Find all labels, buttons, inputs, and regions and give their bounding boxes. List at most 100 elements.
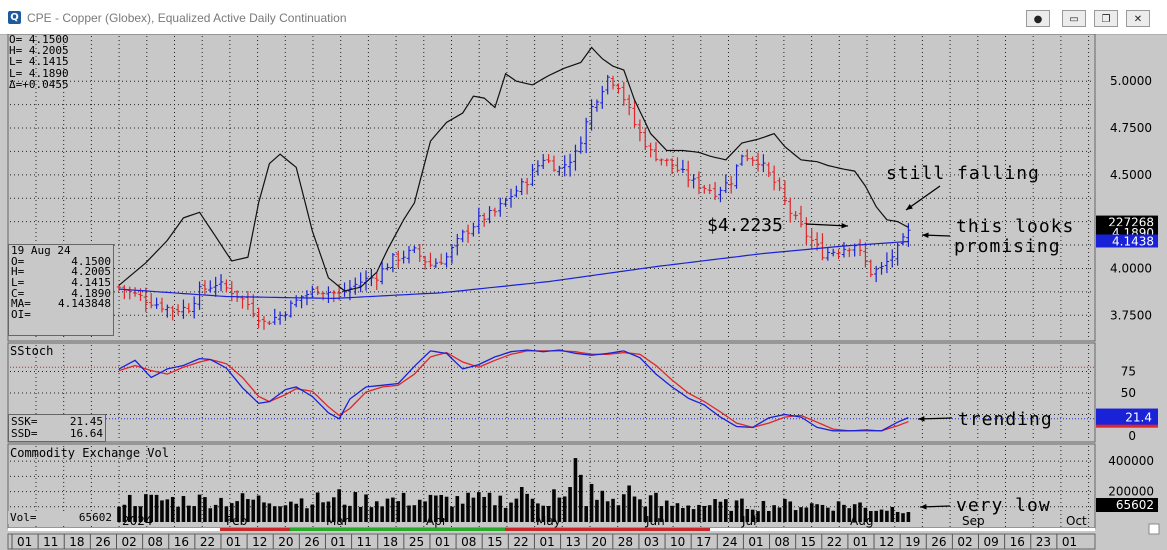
volume-tick-label: 400000 <box>1108 454 1154 468</box>
volume-bar <box>337 489 341 522</box>
day-label: 01 <box>17 535 32 549</box>
day-label: 28 <box>618 535 633 549</box>
price-badge <box>1096 215 1158 229</box>
day-label: 08 <box>775 535 790 549</box>
volume-bar <box>503 507 508 522</box>
volume-bar <box>670 505 674 522</box>
volume-bar <box>809 503 814 522</box>
volume-bar <box>895 511 900 522</box>
month-label: Feb <box>226 514 247 528</box>
volume-bar <box>627 485 631 522</box>
price-bars <box>116 74 911 330</box>
volume-bar <box>315 492 320 522</box>
info-label: O= <box>11 254 25 268</box>
volume-bar <box>729 510 733 522</box>
month-label: Sep <box>962 514 985 528</box>
volume-bar <box>761 500 766 522</box>
volume-bar <box>127 494 132 522</box>
volume-bar <box>498 495 503 522</box>
stoch-tick-label: 50 <box>1121 386 1136 400</box>
annotation-arrows <box>805 185 953 510</box>
volume-bar <box>777 507 782 522</box>
volume-bar <box>589 483 594 522</box>
volume-bar <box>863 507 868 522</box>
annotation-still-falling: still falling <box>886 163 1040 184</box>
volume-bar <box>557 497 562 522</box>
info-value: 4.1415 <box>71 276 111 290</box>
volume-bar <box>369 507 374 522</box>
volume-bars <box>117 458 911 522</box>
readout-line: O= 4.1500 <box>9 33 69 46</box>
volume-bar <box>573 458 578 522</box>
restore-button[interactable]: ❐ <box>1094 10 1118 27</box>
stoch-row: SSD= 16.64 <box>11 428 103 440</box>
day-label: 11 <box>357 535 372 549</box>
volume-bar <box>289 501 293 522</box>
volume-bar <box>648 495 653 522</box>
annotation-arrow <box>805 223 849 227</box>
month-color-band <box>8 528 220 531</box>
info-row: OI= <box>11 309 111 321</box>
stoch-badge-label: 21.4 <box>1125 411 1152 425</box>
dot-button[interactable]: ● <box>1026 10 1050 27</box>
volume-bar <box>681 507 685 522</box>
app-icon: Q <box>8 11 21 24</box>
stoch-badge-k <box>1096 408 1158 427</box>
minimize-button[interactable]: ▭ <box>1062 10 1086 27</box>
readout-line: H= 4.2005 <box>9 44 69 58</box>
volume-bar <box>686 505 691 522</box>
volume-bar <box>772 505 776 522</box>
chart-canvas[interactable]: 5.00004.75004.50004.00003.75002272684.18… <box>0 34 1167 550</box>
volume-bar <box>546 505 551 522</box>
volume-bar <box>659 506 664 522</box>
volume-bar <box>450 506 454 522</box>
volume-bar <box>509 502 513 522</box>
volume-bar <box>122 504 127 522</box>
month-color-band <box>710 528 1095 531</box>
volume-bar <box>906 512 911 522</box>
day-label: 13 <box>566 535 581 549</box>
volume-bar <box>621 494 626 522</box>
volume-bar <box>793 510 798 522</box>
month-label: Oct <box>1066 514 1087 528</box>
day-label: 01 <box>853 535 868 549</box>
volume-bar <box>697 504 701 522</box>
day-label: 20 <box>592 535 607 549</box>
volume-bar <box>342 504 347 522</box>
day-label: 17 <box>696 535 711 549</box>
volume-bar <box>525 493 529 522</box>
ohlc-readout: O= 4.1500 H= 4.2005 L= 4.1415 L= 4.1890 … <box>9 34 97 90</box>
volume-bar <box>643 506 648 522</box>
annotation-trending: trending <box>958 409 1053 430</box>
open-interest-line <box>118 46 909 292</box>
volume-badge-label: 65602 <box>1116 498 1154 512</box>
volume-bar <box>562 496 567 522</box>
day-label: 12 <box>879 535 894 549</box>
volume-bar <box>750 509 755 522</box>
volume-bar <box>514 498 519 522</box>
stoch-panel-title: SStoch <box>10 344 53 358</box>
volume-bar <box>267 503 272 522</box>
moving-average-line <box>118 240 909 300</box>
readout-line: Δ=+0.0455 <box>9 77 69 91</box>
volume-bar <box>788 501 793 522</box>
volume-bar <box>476 492 481 522</box>
volume-bar <box>160 500 164 522</box>
month-label: Jul <box>741 514 756 528</box>
info-label: H= <box>11 265 25 279</box>
volume-bar <box>552 489 556 522</box>
volume-bar <box>246 499 250 522</box>
volume-bar <box>460 503 465 522</box>
volume-bar <box>391 497 395 522</box>
close-button[interactable]: ✕ <box>1126 10 1150 27</box>
stoch-d-line <box>118 350 909 432</box>
day-label: 11 <box>43 535 58 549</box>
volume-bar <box>181 496 186 522</box>
vol-label: Vol= <box>10 511 37 524</box>
volume-bar <box>605 501 610 522</box>
stoch-row: SSK= 21.45 <box>11 416 103 428</box>
volume-bar <box>885 510 889 522</box>
volume-bar <box>691 509 696 522</box>
day-label: 16 <box>1010 535 1025 549</box>
month-label: Jun <box>645 514 665 528</box>
